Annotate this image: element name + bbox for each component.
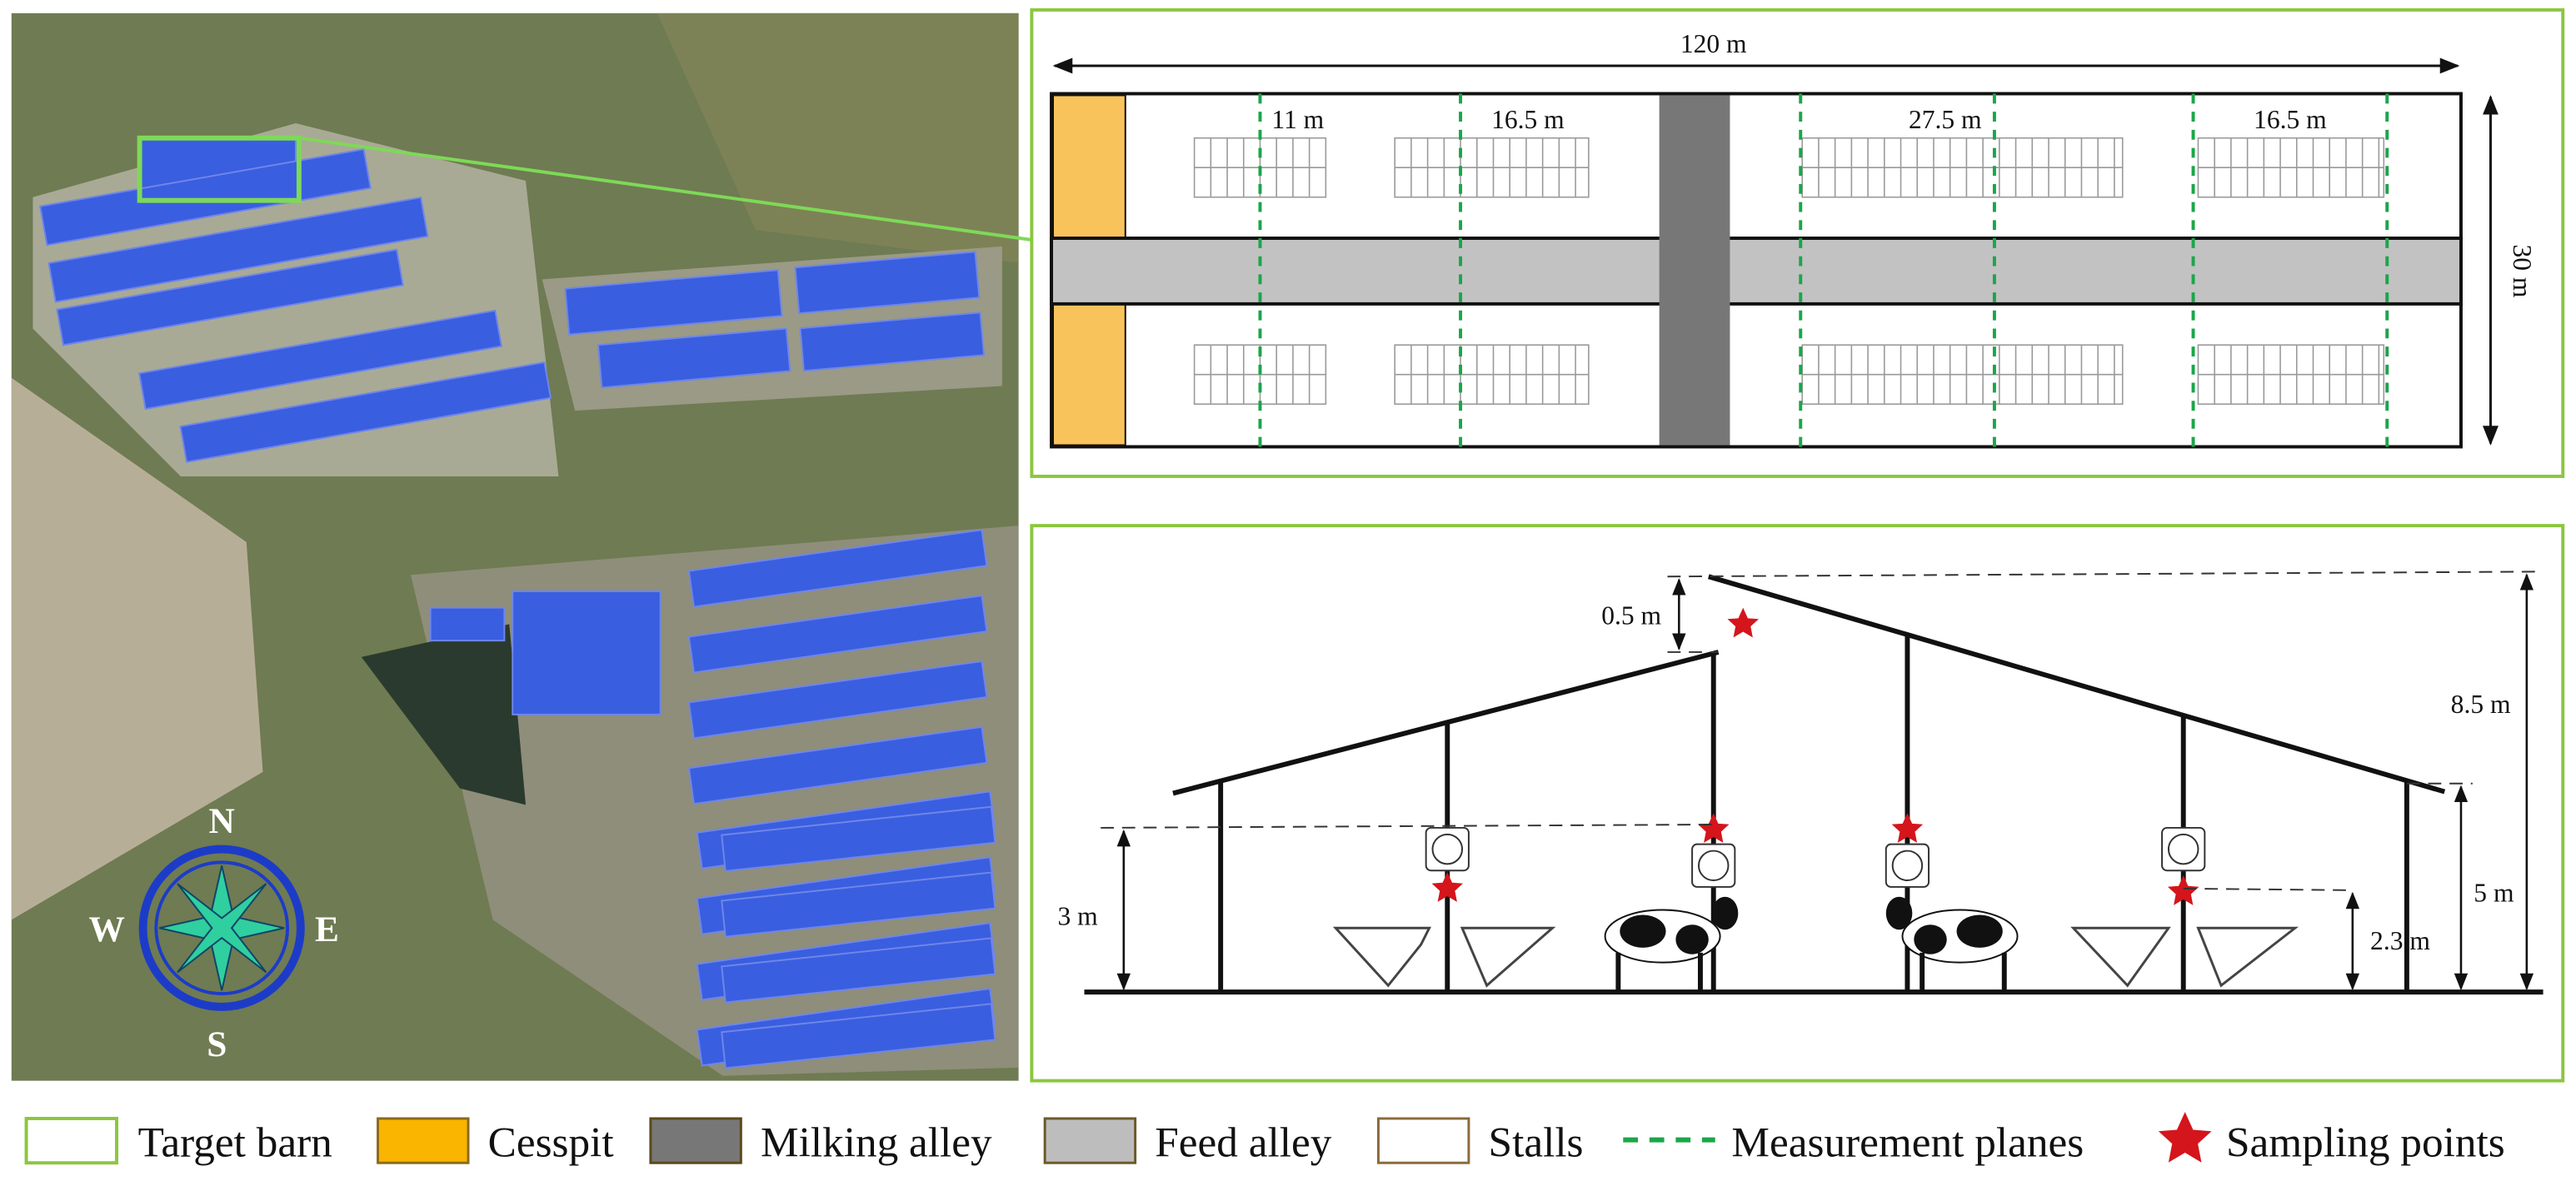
legend: Target barn Cesspit Milking alley Feed a… <box>24 1112 2505 1166</box>
dimension-label: 3 m <box>1057 901 1098 930</box>
fan-blade <box>1431 833 1464 865</box>
barn-roof <box>721 1003 996 1069</box>
legend-label: Measurement planes <box>1731 1119 2084 1166</box>
compass-label: W <box>88 909 124 949</box>
legend-label: Milking alley <box>761 1119 992 1166</box>
target-barn-highlight <box>137 135 302 203</box>
compass-label: N <box>209 801 235 841</box>
fan-blade <box>1891 850 1924 882</box>
barn-roof <box>721 937 996 1004</box>
dimension-label: 16.5 m <box>1491 105 1565 134</box>
compass-label: E <box>315 909 339 949</box>
legend-label: Sampling points <box>2226 1119 2505 1166</box>
dimension-label: 0.5 m <box>1601 600 1661 630</box>
dimension-label: 30 m <box>2508 244 2537 297</box>
section-view: 0.5 m 8.5 m 3 m 5 m 2.3 m <box>1030 524 2565 1083</box>
barn-roof <box>687 725 988 805</box>
dimension-label: 27.5 m <box>1909 105 1982 134</box>
barn-roof <box>687 594 988 674</box>
compass-label: S <box>207 1024 227 1064</box>
dimension-label: 8.5 m <box>2451 690 2511 719</box>
dimension-label: 11 m <box>1271 105 1324 134</box>
dimension-label: 16.5 m <box>2254 105 2327 134</box>
dimension-label: 5 m <box>2474 879 2514 908</box>
plan-view: 120 m 30 m 11 m 16.5 m 27.5 m 16.5 m <box>1030 7 2565 478</box>
dimension-label: 120 m <box>1680 29 1747 58</box>
cow <box>1604 896 1739 991</box>
fan-blade <box>1697 850 1730 882</box>
barn-roof <box>721 805 996 872</box>
barn-roof <box>721 871 996 938</box>
cow <box>1885 896 2019 991</box>
legend-label: Feed alley <box>1155 1119 1331 1166</box>
satellite-map: N E S W <box>11 12 1032 1081</box>
barn-roof <box>687 529 988 608</box>
barn-roof <box>687 660 988 740</box>
sampling-points <box>1431 607 2199 905</box>
legend-label: Stalls <box>1489 1119 1584 1166</box>
dimension-label: 2.3 m <box>2370 926 2430 955</box>
compass: N E S W <box>88 801 338 1064</box>
legend-label: Target barn <box>138 1119 332 1166</box>
legend-label: Cesspit <box>488 1119 614 1166</box>
fan-blade <box>2167 833 2199 865</box>
